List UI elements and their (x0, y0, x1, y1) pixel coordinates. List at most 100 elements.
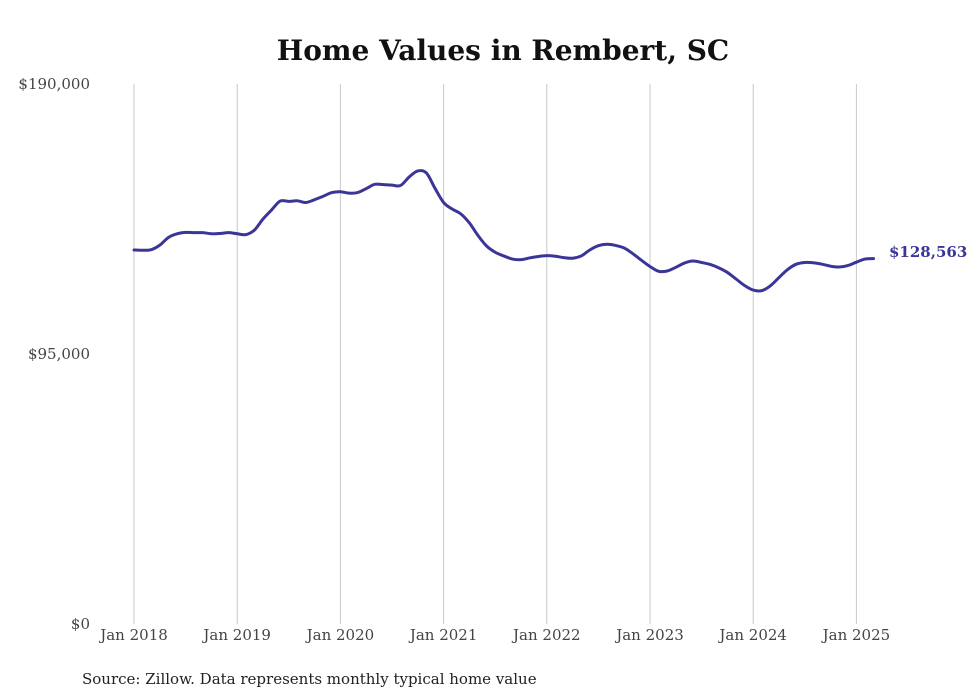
data-point (158, 244, 161, 247)
data-point (382, 183, 385, 186)
data-point (709, 263, 712, 266)
data-point (279, 200, 282, 203)
data-point (210, 232, 213, 235)
data-point (666, 270, 669, 273)
data-point (322, 195, 325, 198)
data-point (399, 184, 402, 187)
y-tick-label: $190,000 (18, 75, 90, 93)
data-point (571, 257, 574, 260)
series-line-0 (132, 169, 876, 293)
y-tick-label: $95,000 (28, 345, 90, 363)
data-point (683, 262, 686, 265)
data-point (236, 232, 239, 235)
data-point (485, 245, 488, 248)
data-point (176, 232, 179, 235)
data-point (821, 263, 824, 266)
data-point (356, 191, 359, 194)
data-point (623, 246, 626, 249)
data-point (262, 218, 265, 221)
data-point (150, 248, 153, 251)
data-point (167, 236, 170, 239)
data-point (133, 248, 136, 251)
x-tick-label: Jan 2023 (614, 626, 684, 644)
data-point (864, 258, 867, 261)
data-point (795, 263, 798, 266)
data-point (459, 212, 462, 215)
data-point (305, 201, 308, 204)
data-point (657, 270, 660, 273)
data-point (829, 265, 832, 268)
data-point (563, 256, 566, 259)
data-point (743, 284, 746, 287)
x-tick-label: Jan 2021 (408, 626, 478, 644)
data-point (692, 260, 695, 263)
data-point (760, 289, 763, 292)
data-point (778, 276, 781, 279)
y-axis-ticks: $0 $95,000 $190,000 (18, 75, 90, 633)
data-point (545, 254, 548, 257)
data-point (330, 191, 333, 194)
data-point (408, 175, 411, 178)
data-point (373, 183, 376, 186)
x-tick-label: Jan 2020 (305, 626, 375, 644)
data-point (425, 171, 428, 174)
data-point (244, 233, 247, 236)
data-point (674, 266, 677, 269)
data-point (649, 265, 652, 268)
data-point (614, 244, 617, 247)
gridlines (133, 84, 857, 624)
data-point (184, 231, 187, 234)
data-point (201, 231, 204, 234)
x-tick-label: Jan 2022 (511, 626, 581, 644)
data-point (812, 261, 815, 264)
data-point (803, 261, 806, 264)
data-point (872, 257, 875, 260)
data-point (606, 243, 609, 246)
data-point (717, 266, 720, 269)
x-tick-label: Jan 2024 (717, 626, 787, 644)
data-point (494, 251, 497, 254)
data-point (451, 208, 454, 211)
chart-title: Home Values in Rembert, SC (277, 34, 729, 67)
data-point (193, 231, 196, 234)
data-point (434, 187, 437, 190)
data-point (726, 271, 729, 274)
data-point (537, 255, 540, 258)
data-point (528, 256, 531, 259)
data-point (339, 190, 342, 193)
data-point (588, 248, 591, 251)
data-point (838, 266, 841, 269)
x-tick-label: Jan 2018 (98, 626, 168, 644)
data-point (270, 208, 273, 211)
data-point (287, 200, 290, 203)
data-point (735, 277, 738, 280)
data-point (700, 261, 703, 264)
data-point (468, 221, 471, 224)
data-point (554, 255, 557, 258)
data-point (520, 258, 523, 261)
source-note: Source: Zillow. Data represents monthly … (82, 670, 537, 688)
data-point (502, 254, 505, 257)
y-tick-label: $0 (71, 615, 90, 633)
data-point (141, 249, 144, 252)
data-point (253, 229, 256, 232)
data-point (640, 259, 643, 262)
data-point (416, 169, 419, 172)
data-point (391, 184, 394, 187)
data-point (477, 234, 480, 237)
data-point (580, 254, 583, 257)
x-tick-label: Jan 2019 (201, 626, 271, 644)
x-axis-ticks: Jan 2018 Jan 2019 Jan 2020 Jan 2021 Jan 2022… (98, 626, 890, 644)
data-point (752, 289, 755, 292)
series-layer (132, 169, 876, 293)
data-point (313, 198, 316, 201)
end-value-label: $128,563 (889, 243, 967, 261)
data-point (219, 232, 222, 235)
data-point (227, 231, 230, 234)
data-point (631, 252, 634, 255)
data-point (769, 284, 772, 287)
data-point (786, 268, 789, 271)
data-point (855, 261, 858, 264)
data-point (846, 264, 849, 267)
